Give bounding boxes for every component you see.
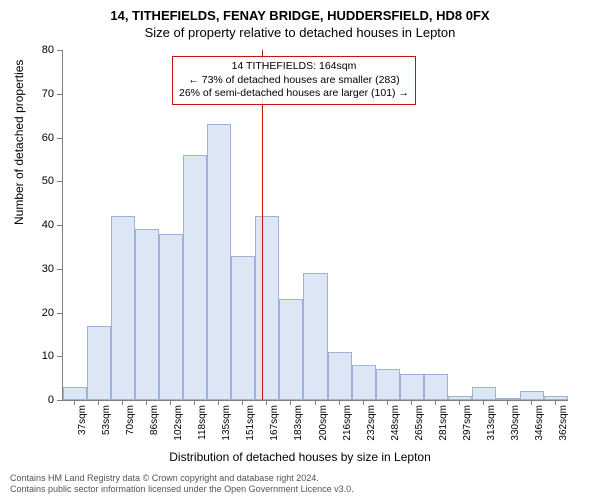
y-tick-mark bbox=[57, 400, 62, 401]
x-tick-label: 53sqm bbox=[101, 405, 112, 435]
x-tick-label: 167sqm bbox=[269, 405, 280, 441]
annotation-line2: ← 73% of detached houses are smaller (28… bbox=[179, 74, 409, 88]
x-tick-mark bbox=[435, 400, 436, 405]
x-tick-mark bbox=[459, 400, 460, 405]
x-tick-label: 118sqm bbox=[197, 405, 208, 440]
x-tick-label: 313sqm bbox=[486, 405, 497, 441]
y-tick-label: 80 bbox=[24, 44, 54, 56]
title-main: 14, TITHEFIELDS, FENAY BRIDGE, HUDDERSFI… bbox=[0, 0, 600, 23]
x-tick-label: 183sqm bbox=[293, 405, 304, 441]
histogram-bar bbox=[231, 256, 255, 400]
x-tick-label: 102sqm bbox=[173, 405, 184, 441]
annotation-box: 14 TITHEFIELDS: 164sqm ← 73% of detached… bbox=[172, 56, 416, 105]
y-tick-label: 30 bbox=[24, 263, 54, 275]
y-tick-label: 10 bbox=[24, 350, 54, 362]
x-tick-label: 330sqm bbox=[510, 405, 521, 441]
y-tick-label: 0 bbox=[24, 394, 54, 406]
histogram-bar bbox=[63, 387, 87, 400]
x-tick-label: 248sqm bbox=[390, 405, 401, 441]
y-tick-label: 70 bbox=[24, 88, 54, 100]
histogram-bar bbox=[255, 216, 279, 400]
y-tick-label: 40 bbox=[24, 219, 54, 231]
x-tick-mark bbox=[411, 400, 412, 405]
histogram-bar bbox=[159, 234, 183, 400]
x-tick-label: 70sqm bbox=[125, 405, 136, 435]
chart-area: 0102030405060708037sqm53sqm70sqm86sqm102… bbox=[62, 50, 567, 400]
x-axis-label: Distribution of detached houses by size … bbox=[0, 450, 600, 464]
y-tick-mark bbox=[57, 269, 62, 270]
x-tick-mark bbox=[555, 400, 556, 405]
x-tick-mark bbox=[507, 400, 508, 405]
y-tick-mark bbox=[57, 313, 62, 314]
y-tick-label: 60 bbox=[24, 132, 54, 144]
x-tick-label: 281sqm bbox=[438, 405, 449, 441]
x-tick-mark bbox=[363, 400, 364, 405]
histogram-bar bbox=[424, 374, 448, 400]
y-tick-mark bbox=[57, 50, 62, 51]
histogram-bar bbox=[328, 352, 352, 400]
histogram-bar bbox=[520, 391, 544, 400]
annotation-line3: 26% of semi-detached houses are larger (… bbox=[179, 87, 409, 101]
y-tick-mark bbox=[57, 94, 62, 95]
x-tick-mark bbox=[387, 400, 388, 405]
histogram-bar bbox=[303, 273, 327, 400]
y-tick-mark bbox=[57, 138, 62, 139]
footer-line1: Contains HM Land Registry data © Crown c… bbox=[10, 473, 354, 485]
y-tick-mark bbox=[57, 181, 62, 182]
x-tick-mark bbox=[74, 400, 75, 405]
histogram-bar bbox=[352, 365, 376, 400]
x-tick-mark bbox=[146, 400, 147, 405]
x-tick-label: 297sqm bbox=[462, 405, 473, 441]
y-tick-label: 50 bbox=[24, 175, 54, 187]
x-tick-mark bbox=[170, 400, 171, 405]
x-tick-mark bbox=[194, 400, 195, 405]
footer-line2: Contains public sector information licen… bbox=[10, 484, 354, 496]
x-tick-mark bbox=[266, 400, 267, 405]
x-tick-mark bbox=[315, 400, 316, 405]
x-tick-label: 362sqm bbox=[558, 405, 569, 441]
x-tick-label: 86sqm bbox=[149, 405, 160, 435]
x-tick-label: 151sqm bbox=[245, 405, 256, 441]
x-tick-mark bbox=[290, 400, 291, 405]
histogram-bar bbox=[87, 326, 111, 400]
x-tick-mark bbox=[122, 400, 123, 405]
annotation-line1: 14 TITHEFIELDS: 164sqm bbox=[179, 60, 409, 74]
x-tick-mark bbox=[218, 400, 219, 405]
x-tick-mark bbox=[98, 400, 99, 405]
x-tick-label: 216sqm bbox=[342, 405, 353, 441]
histogram-bar bbox=[207, 124, 231, 400]
footer: Contains HM Land Registry data © Crown c… bbox=[10, 473, 354, 496]
histogram-bar bbox=[183, 155, 207, 400]
y-tick-mark bbox=[57, 225, 62, 226]
histogram-bar bbox=[400, 374, 424, 400]
histogram-bar bbox=[111, 216, 135, 400]
x-tick-label: 135sqm bbox=[221, 405, 232, 441]
x-tick-label: 37sqm bbox=[77, 405, 88, 435]
x-tick-label: 232sqm bbox=[366, 405, 377, 441]
histogram-bar bbox=[376, 369, 400, 400]
y-tick-label: 20 bbox=[24, 307, 54, 319]
histogram-bar bbox=[472, 387, 496, 400]
histogram-bar bbox=[279, 299, 303, 400]
title-sub: Size of property relative to detached ho… bbox=[0, 23, 600, 40]
x-tick-mark bbox=[483, 400, 484, 405]
histogram-bar bbox=[135, 229, 159, 400]
x-tick-mark bbox=[339, 400, 340, 405]
x-tick-mark bbox=[531, 400, 532, 405]
x-tick-label: 265sqm bbox=[414, 405, 425, 441]
x-tick-label: 200sqm bbox=[318, 405, 329, 441]
y-tick-mark bbox=[57, 356, 62, 357]
x-tick-mark bbox=[242, 400, 243, 405]
x-tick-label: 346sqm bbox=[534, 405, 545, 441]
